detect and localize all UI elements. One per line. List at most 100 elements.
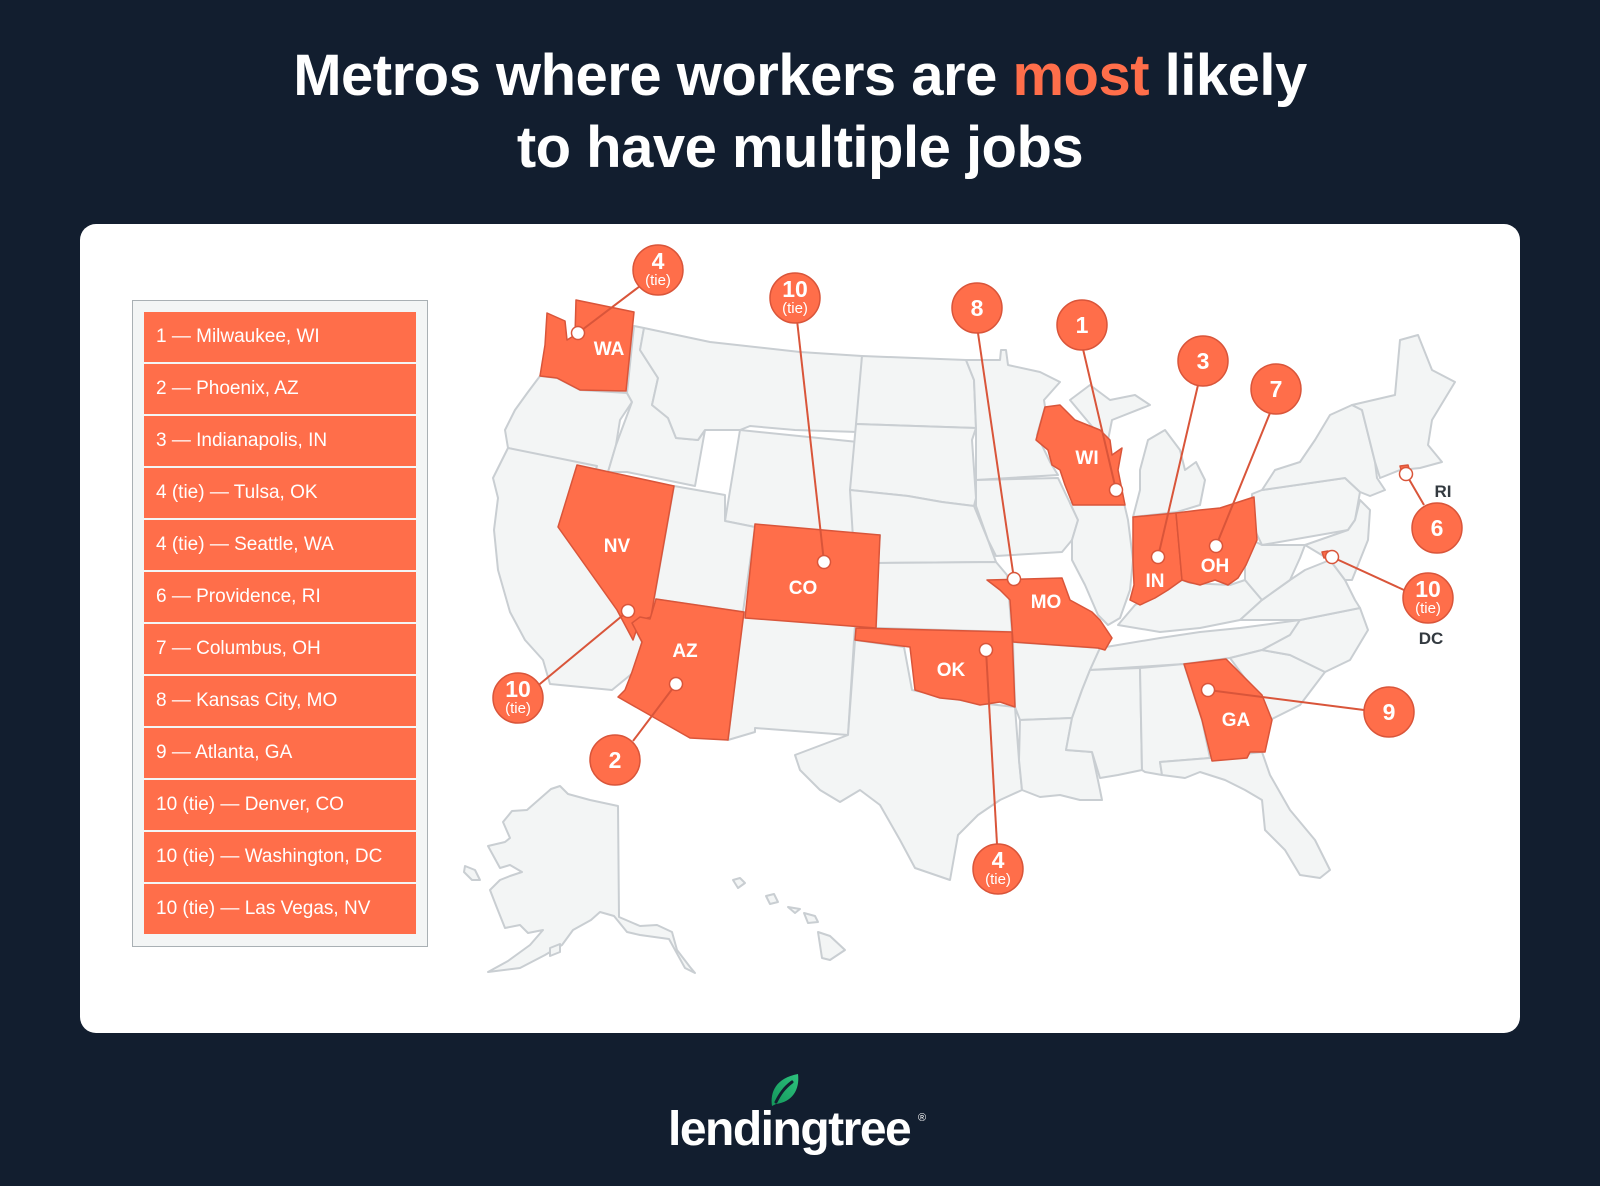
label-ga: GA <box>1222 710 1251 731</box>
state-wa <box>539 299 635 392</box>
state-labels: WA NV AZ CO OK MO WI IN OH GA RI DC <box>594 339 1452 731</box>
legend-item: 10 (tie) — Washington, DC <box>144 832 416 882</box>
legend-item: 4 (tie) — Tulsa, OK <box>144 468 416 518</box>
lendingtree-logo[interactable]: lendingtree ® <box>660 1072 940 1172</box>
state-nc <box>1261 607 1369 673</box>
state-wv <box>1244 539 1306 601</box>
bubble-rank: 2 <box>609 747 622 773</box>
base-states <box>463 325 1456 974</box>
title-text-end: likely <box>1149 43 1308 108</box>
leader-phoenix <box>632 683 677 742</box>
pin-tulsa[interactable] <box>978 642 994 658</box>
page-title: Metros where workers are most likely to … <box>0 40 1600 184</box>
state-hi-2 <box>765 893 779 905</box>
leader-denver <box>796 319 825 563</box>
bubble-rank: 7 <box>1270 376 1283 402</box>
bubble-milwaukee[interactable]: 1 <box>1056 299 1108 351</box>
state-ks <box>875 561 1013 633</box>
leader-atlanta <box>1207 689 1365 711</box>
state-md-de-nj <box>1304 499 1371 581</box>
bubble-rank: 10 <box>1415 576 1441 602</box>
state-mo <box>986 577 1113 651</box>
bubble-columbus[interactable]: 7 <box>1250 363 1302 415</box>
label-wa: WA <box>594 339 625 360</box>
legend-item: 1 — Milwaukee, WI <box>144 312 416 362</box>
state-new-england <box>1351 334 1456 479</box>
pin-indianapolis[interactable] <box>1150 549 1166 565</box>
title-text: Metros where workers are <box>293 43 1013 108</box>
pin-seattle[interactable] <box>570 325 586 341</box>
label-co: CO <box>789 578 818 599</box>
bubble-tie: (tie) <box>782 300 808 317</box>
label-wi: WI <box>1075 448 1098 469</box>
state-ak <box>487 785 696 974</box>
bubble-indianapolis[interactable]: 3 <box>1177 335 1229 387</box>
bubble-rank: 3 <box>1197 348 1210 374</box>
pin-milwaukee[interactable] <box>1108 482 1124 498</box>
pin-kansas-city[interactable] <box>1006 571 1022 587</box>
leader-seattle <box>577 282 645 334</box>
legend-item: 2 — Phoenix, AZ <box>144 364 416 414</box>
title-line-1: Metros where workers are most likely <box>0 40 1600 112</box>
legend-item: 8 — Kansas City, MO <box>144 676 416 726</box>
state-hi-5 <box>817 931 846 961</box>
state-nm <box>727 611 856 741</box>
state-mt <box>639 327 863 441</box>
bubble-tie: (tie) <box>645 272 671 289</box>
highlighted-states <box>539 299 1411 762</box>
legend-item: 10 (tie) — Las Vegas, NV <box>144 884 416 934</box>
bubble-las-vegas[interactable]: 10 (tie) <box>492 672 544 724</box>
leader-tulsa <box>985 649 998 845</box>
state-ak-island-2 <box>549 943 561 957</box>
bubble-rank: 10 <box>782 276 808 302</box>
state-hi-3 <box>787 906 801 914</box>
bubble-rank: 9 <box>1383 699 1396 725</box>
legend-item: 6 — Providence, RI <box>144 572 416 622</box>
state-az <box>617 598 745 741</box>
legend-item: 3 — Indianapolis, IN <box>144 416 416 466</box>
pin-atlanta[interactable] <box>1200 682 1216 698</box>
bubble-tie: (tie) <box>985 871 1011 888</box>
leader-indianapolis <box>1157 384 1199 558</box>
leader-washington <box>1331 556 1405 591</box>
bubble-seattle[interactable]: 4 (tie) <box>632 244 684 296</box>
bubble-washington[interactable]: 10 (tie) <box>1402 572 1454 624</box>
leader-kansas-city <box>977 332 1015 580</box>
bubble-tie: (tie) <box>1415 600 1441 617</box>
title-accent: most <box>1012 43 1150 108</box>
legend-item: 10 (tie) — Denver, CO <box>144 780 416 830</box>
bubble-rank: 6 <box>1431 515 1444 541</box>
state-hi-1 <box>732 877 746 889</box>
title-line-2: to have multiple jobs <box>516 115 1084 180</box>
logo-text: lendingtree <box>668 1103 912 1156</box>
pin-denver[interactable] <box>816 554 832 570</box>
leader-lines <box>534 282 1425 845</box>
pin-phoenix[interactable] <box>668 676 684 692</box>
state-ak-island <box>463 865 481 881</box>
pin-washington[interactable] <box>1324 549 1340 565</box>
bubble-kansas-city[interactable]: 8 <box>951 282 1003 334</box>
legend-item: 7 — Columbus, OH <box>144 624 416 674</box>
pin-las-vegas[interactable] <box>620 603 636 619</box>
label-in: IN <box>1146 571 1165 592</box>
label-mo: MO <box>1031 592 1062 613</box>
bubble-providence[interactable]: 6 <box>1411 502 1463 554</box>
leader-columbus <box>1215 412 1271 547</box>
bubble-tulsa[interactable]: 4 (tie) <box>972 843 1024 895</box>
ranking-legend: 1 — Milwaukee, WI 2 — Phoenix, AZ 3 — In… <box>132 300 428 947</box>
bubble-tie: (tie) <box>505 700 531 717</box>
registered-mark: ® <box>918 1112 927 1124</box>
legend-item: 9 — Atlanta, GA <box>144 728 416 778</box>
bubble-atlanta[interactable]: 9 <box>1363 686 1415 738</box>
state-ok <box>854 627 1016 708</box>
bubble-phoenix[interactable]: 2 <box>589 734 641 786</box>
state-il <box>1069 502 1134 626</box>
bubble-rank: 8 <box>971 295 984 321</box>
state-hi-4 <box>803 912 819 924</box>
leader-milwaukee <box>1082 348 1117 491</box>
bubble-denver[interactable]: 10 (tie) <box>769 272 821 324</box>
pin-columbus[interactable] <box>1208 538 1224 554</box>
pin-providence[interactable] <box>1398 466 1414 482</box>
label-az: AZ <box>672 641 698 662</box>
